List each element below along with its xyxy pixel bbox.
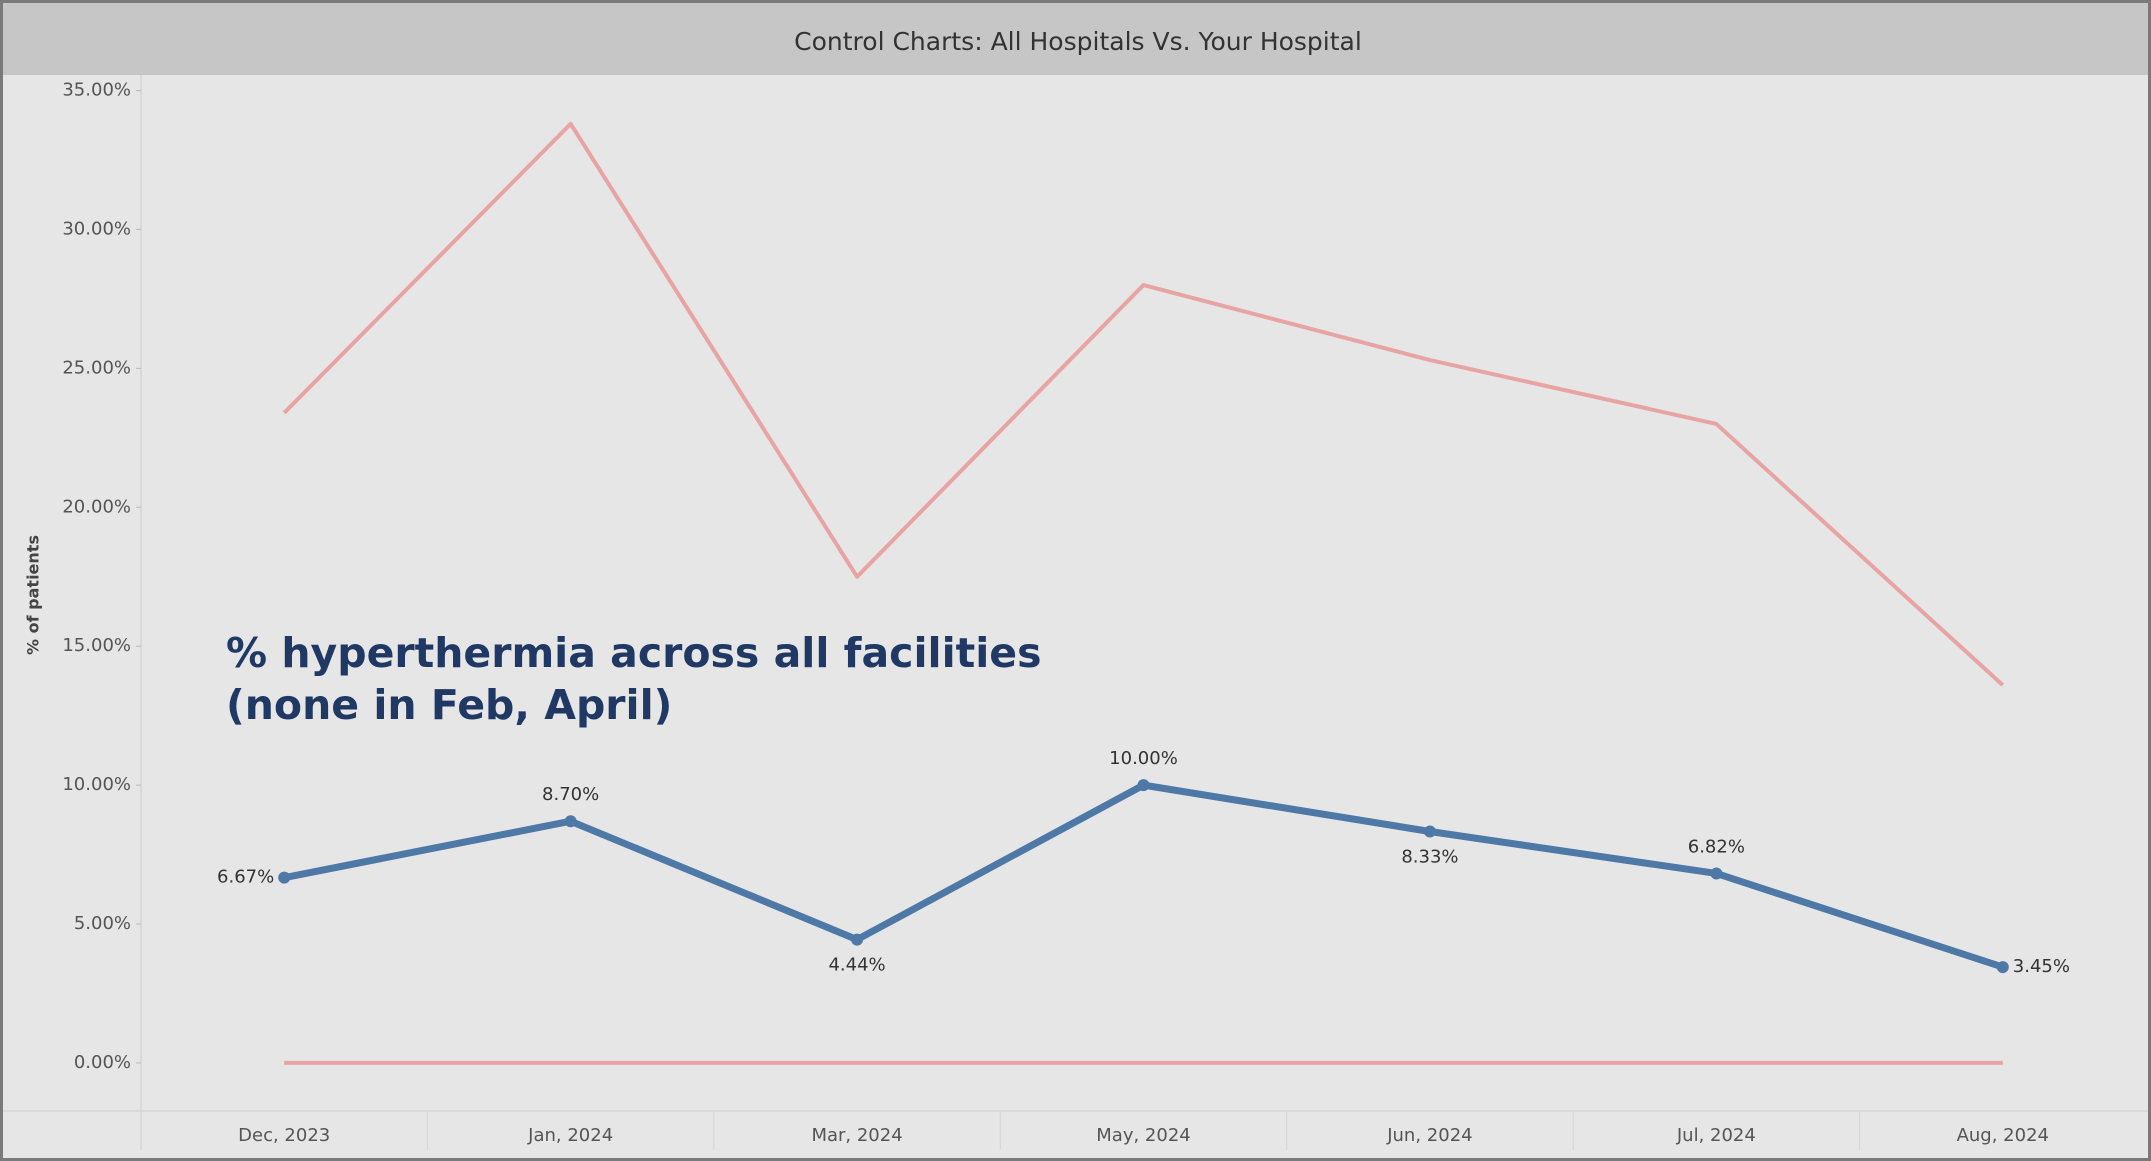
marker xyxy=(1137,779,1150,792)
marker xyxy=(564,815,577,828)
marker xyxy=(278,871,291,884)
x-tick-label: Jan, 2024 xyxy=(527,1125,613,1146)
annotation: (none in Feb, April) xyxy=(226,681,672,729)
marker xyxy=(1996,961,2009,974)
y-tick-label: 5.00% xyxy=(74,913,131,934)
y-tick-label: 10.00% xyxy=(62,774,131,795)
annotation: % hyperthermia across all facilities xyxy=(226,629,1042,677)
x-tick-label: Aug, 2024 xyxy=(1957,1125,2049,1146)
data-label: 8.70% xyxy=(542,784,599,805)
marker xyxy=(851,933,864,946)
data-label: 8.33% xyxy=(1401,847,1458,868)
y-tick-label: 25.00% xyxy=(62,357,131,378)
data-label: 6.82% xyxy=(1688,836,1745,857)
y-tick-label: 15.00% xyxy=(62,635,131,656)
title-bar xyxy=(3,3,2148,75)
chart-title: Control Charts: All Hospitals Vs. Your H… xyxy=(794,27,1362,56)
x-tick-label: May, 2024 xyxy=(1096,1125,1190,1146)
y-tick-label: 20.00% xyxy=(62,496,131,517)
line xyxy=(282,121,2005,687)
x-tick-label: Mar, 2024 xyxy=(811,1125,902,1146)
panel xyxy=(3,3,2148,1158)
x-tick-label: Jun, 2024 xyxy=(1386,1125,1472,1146)
y-axis-label: % of patients xyxy=(24,535,43,655)
data-label: 6.67% xyxy=(217,867,274,888)
y-tick-label: 30.00% xyxy=(62,218,131,239)
marker xyxy=(1423,825,1436,838)
data-label: 3.45% xyxy=(2013,956,2070,977)
data-label: 4.44% xyxy=(828,955,885,976)
y-tick-label: 0.00% xyxy=(74,1052,131,1073)
data-label: 10.00% xyxy=(1109,748,1178,769)
marker xyxy=(1710,867,1723,880)
x-tick-label: Dec, 2023 xyxy=(238,1125,330,1146)
y-tick-label: 35.00% xyxy=(62,80,131,101)
x-tick-label: Jul, 2024 xyxy=(1676,1125,1756,1146)
